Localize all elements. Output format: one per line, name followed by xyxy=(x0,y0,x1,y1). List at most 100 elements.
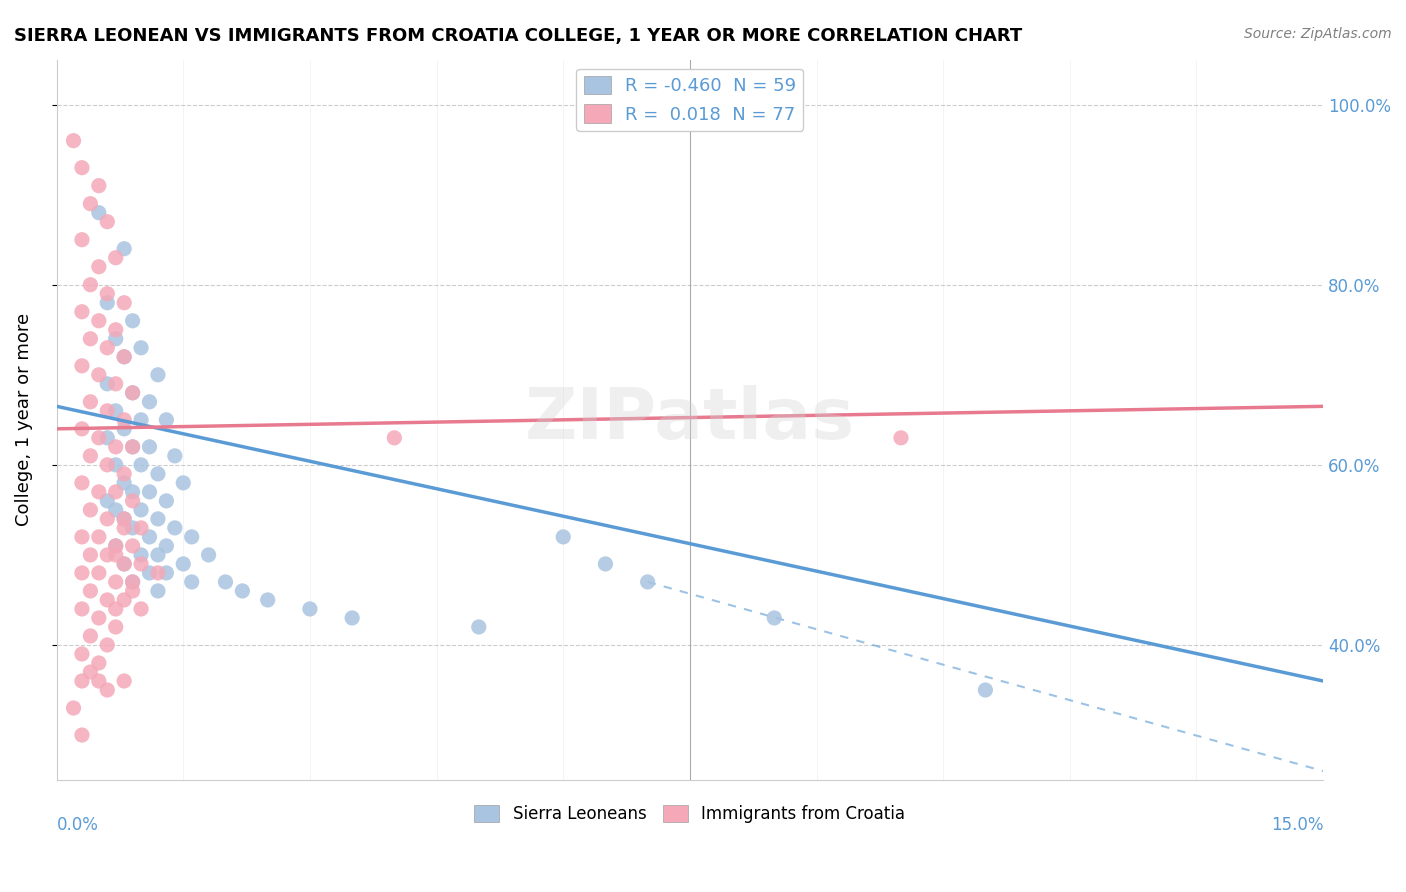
Text: ZIPatlas: ZIPatlas xyxy=(524,385,855,454)
Point xyxy=(112,512,135,526)
Point xyxy=(96,431,118,445)
Point xyxy=(79,548,101,562)
Point xyxy=(112,350,135,364)
Point xyxy=(637,574,659,589)
Point xyxy=(121,385,143,400)
Point xyxy=(87,484,110,499)
Point xyxy=(129,413,152,427)
Point xyxy=(138,440,160,454)
Point xyxy=(172,475,194,490)
Point xyxy=(87,178,110,193)
Point xyxy=(79,665,101,679)
Point xyxy=(104,376,127,391)
Point xyxy=(121,574,143,589)
Point xyxy=(129,548,152,562)
Point xyxy=(112,295,135,310)
Point xyxy=(70,305,93,319)
Point xyxy=(121,539,143,553)
Point xyxy=(121,440,143,454)
Point xyxy=(112,242,135,256)
Point xyxy=(468,620,491,634)
Point xyxy=(214,574,236,589)
Point xyxy=(87,530,110,544)
Point xyxy=(87,431,110,445)
Point xyxy=(138,484,160,499)
Point xyxy=(129,458,152,472)
Point xyxy=(180,574,202,589)
Point xyxy=(121,521,143,535)
Point xyxy=(79,394,101,409)
Point xyxy=(96,512,118,526)
Point xyxy=(146,548,169,562)
Point xyxy=(96,376,118,391)
Point xyxy=(96,341,118,355)
Point xyxy=(87,368,110,382)
Point xyxy=(70,475,93,490)
Point xyxy=(104,251,127,265)
Point xyxy=(96,286,118,301)
Point xyxy=(112,422,135,436)
Point xyxy=(595,557,617,571)
Point xyxy=(70,161,93,175)
Point xyxy=(121,440,143,454)
Point xyxy=(155,494,177,508)
Point xyxy=(155,539,177,553)
Point xyxy=(974,683,997,698)
Point xyxy=(104,440,127,454)
Point xyxy=(138,566,160,580)
Point xyxy=(70,422,93,436)
Text: 15.0%: 15.0% xyxy=(1271,816,1323,834)
Point xyxy=(79,196,101,211)
Point xyxy=(104,323,127,337)
Point xyxy=(112,512,135,526)
Point xyxy=(129,503,152,517)
Point xyxy=(79,503,101,517)
Point xyxy=(70,233,93,247)
Point xyxy=(70,728,93,742)
Point xyxy=(96,683,118,698)
Point xyxy=(96,548,118,562)
Point xyxy=(96,215,118,229)
Point xyxy=(70,530,93,544)
Point xyxy=(70,647,93,661)
Point xyxy=(79,332,101,346)
Point xyxy=(256,593,278,607)
Point xyxy=(112,593,135,607)
Point xyxy=(96,458,118,472)
Point xyxy=(138,394,160,409)
Point xyxy=(890,431,912,445)
Point xyxy=(104,332,127,346)
Point xyxy=(79,449,101,463)
Point xyxy=(129,557,152,571)
Point xyxy=(87,673,110,688)
Point xyxy=(112,467,135,481)
Point xyxy=(298,602,321,616)
Point xyxy=(163,521,186,535)
Point xyxy=(87,656,110,670)
Text: 0.0%: 0.0% xyxy=(56,816,98,834)
Point xyxy=(70,359,93,373)
Point xyxy=(146,566,169,580)
Point xyxy=(104,602,127,616)
Point xyxy=(197,548,219,562)
Point xyxy=(112,413,135,427)
Point xyxy=(87,314,110,328)
Point xyxy=(112,475,135,490)
Point xyxy=(104,503,127,517)
Point xyxy=(146,583,169,598)
Point xyxy=(104,484,127,499)
Point xyxy=(87,611,110,625)
Point xyxy=(112,557,135,571)
Point xyxy=(146,368,169,382)
Point xyxy=(79,277,101,292)
Point xyxy=(96,404,118,418)
Point xyxy=(70,566,93,580)
Point xyxy=(104,620,127,634)
Point xyxy=(155,413,177,427)
Point xyxy=(129,602,152,616)
Point xyxy=(155,566,177,580)
Point xyxy=(138,530,160,544)
Point xyxy=(87,205,110,219)
Point xyxy=(172,557,194,571)
Point xyxy=(70,673,93,688)
